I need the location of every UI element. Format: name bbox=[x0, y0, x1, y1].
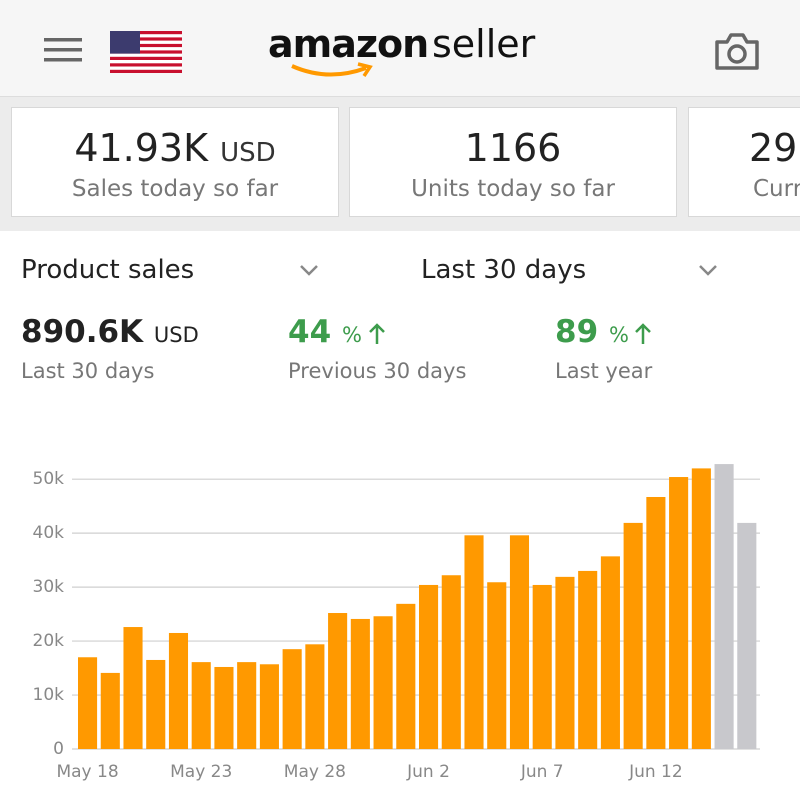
bar bbox=[396, 603, 416, 749]
x-tick-label: Jun 7 bbox=[520, 762, 564, 782]
bar bbox=[714, 464, 734, 749]
bar bbox=[214, 666, 234, 749]
card[interactable]: 41.93K USD Sales today so far bbox=[11, 107, 339, 217]
y-tick-label: 0 bbox=[53, 739, 64, 759]
bar bbox=[282, 649, 302, 749]
logo-main: amazon bbox=[268, 22, 429, 66]
card-unit: USD bbox=[220, 138, 276, 168]
bar bbox=[419, 584, 439, 749]
bar bbox=[328, 613, 348, 749]
bar bbox=[578, 570, 598, 749]
x-tick-label: Jun 12 bbox=[628, 762, 683, 782]
card-label: Units today so far bbox=[411, 176, 615, 202]
card-value: 29 bbox=[749, 126, 798, 170]
y-tick-label: 50k bbox=[33, 469, 65, 489]
up-arrow bbox=[369, 323, 385, 344]
bar bbox=[350, 618, 370, 749]
bar bbox=[123, 627, 143, 749]
x-tick-label: May 18 bbox=[56, 762, 118, 782]
x-tick-label: Jun 2 bbox=[406, 762, 450, 782]
summary-number: 89 bbox=[555, 314, 599, 350]
metric-selector[interactable]: Product sales bbox=[21, 255, 195, 285]
summary-unit: % bbox=[341, 323, 362, 347]
card-label: Sales today so far bbox=[71, 176, 279, 202]
summary-unit: USD bbox=[153, 323, 199, 347]
summary-number: 44 bbox=[288, 314, 332, 350]
menu-button[interactable] bbox=[40, 34, 86, 66]
bar bbox=[78, 657, 98, 749]
card[interactable]: 1166 Units today so far bbox=[349, 107, 677, 217]
bar bbox=[441, 575, 461, 749]
summary-label: Previous 30 days bbox=[288, 359, 467, 383]
y-tick-label: 20k bbox=[33, 631, 65, 651]
chevron[interactable] bbox=[697, 262, 719, 278]
summary-unit: % bbox=[608, 323, 629, 347]
header: amazon seller bbox=[0, 0, 800, 97]
summary-value: 44 % bbox=[288, 314, 362, 350]
card-value: 41.93K bbox=[74, 126, 209, 170]
flag[interactable] bbox=[110, 31, 182, 73]
logo-smile bbox=[291, 62, 373, 77]
bar bbox=[509, 535, 530, 749]
summary-label: Last 30 days bbox=[21, 359, 155, 383]
y-tick-label: 40k bbox=[33, 523, 65, 543]
chart: 0 10k 20k 30k 40k 50k May 18 May 23 May 28 Jun 2 J… bbox=[33, 464, 760, 782]
chevron[interactable] bbox=[298, 262, 320, 278]
y-tick-label: 30k bbox=[33, 577, 65, 597]
bar bbox=[623, 522, 643, 749]
summary-value: 89 % bbox=[555, 314, 629, 350]
camera-button[interactable] bbox=[712, 30, 762, 72]
logo-sub: seller bbox=[432, 22, 536, 66]
y-tick-label: 10k bbox=[33, 685, 65, 705]
up-arrow bbox=[635, 323, 651, 344]
x-tick-label: May 28 bbox=[284, 762, 346, 782]
bar bbox=[532, 584, 552, 749]
card-label: Curr bbox=[753, 176, 800, 202]
bar bbox=[191, 662, 211, 749]
bar bbox=[669, 477, 689, 749]
bar bbox=[146, 659, 166, 749]
bar bbox=[168, 632, 189, 749]
bar bbox=[555, 576, 575, 749]
bar bbox=[237, 662, 257, 749]
cards: 41.93K USD Sales today so far 1166 Units… bbox=[0, 97, 800, 231]
bar bbox=[737, 522, 757, 749]
bar bbox=[487, 582, 507, 749]
card-value: 1166 bbox=[464, 126, 562, 170]
bar bbox=[259, 664, 279, 749]
period-selector[interactable]: Last 30 days bbox=[421, 255, 587, 285]
x-tick-label: May 23 bbox=[170, 762, 232, 782]
bar bbox=[646, 496, 666, 749]
bar bbox=[100, 672, 120, 749]
bar bbox=[691, 468, 711, 749]
summary-value: 890.6K USD bbox=[21, 314, 199, 350]
bar bbox=[305, 644, 325, 749]
card[interactable]: 29 Curr bbox=[688, 107, 800, 217]
summary-label: Last year bbox=[555, 359, 653, 383]
bar bbox=[464, 535, 484, 749]
summary-number: 890.6K bbox=[21, 314, 144, 350]
bar bbox=[373, 616, 393, 749]
bar bbox=[600, 556, 620, 749]
